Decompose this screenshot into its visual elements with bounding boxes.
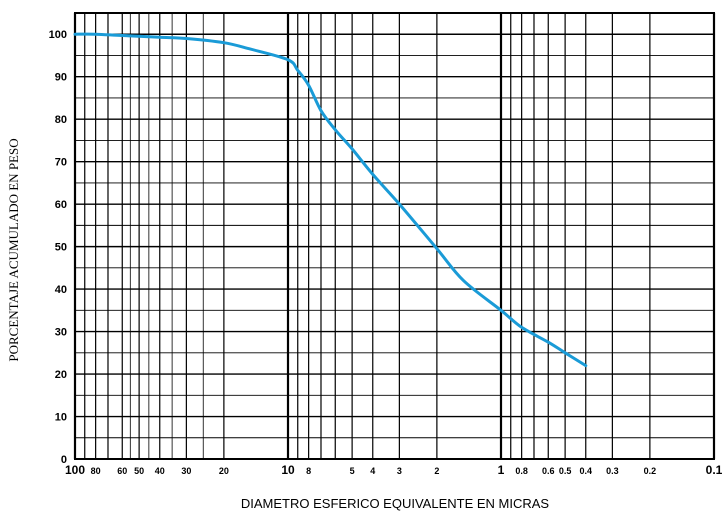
y-axis-label-container: PORCENTAJE ACUMULADO EN PESO [3,100,25,400]
x-tick-labels: 100 80 60 50 40 30 20 10 8 5 4 3 2 1 0.8 0.6 0.5 0.4 0.3 0.… [65,463,723,477]
data-point [435,247,438,250]
x-tick-label: 0.5 [559,466,572,476]
x-tick-label: 60 [117,466,127,476]
y-tick-label: 70 [55,157,67,169]
x-tick-label: 0.1 [706,463,723,477]
data-point [398,203,401,206]
data-point [319,109,322,112]
data-point [74,33,77,36]
data-point [94,33,97,36]
x-tick-label: 30 [181,466,191,476]
x-tick-label: 0.3 [606,466,619,476]
y-tick-label: 50 [55,242,67,254]
data-point [500,309,503,312]
x-tick-label: 80 [91,466,101,476]
data-point [307,84,310,87]
x-tick-label: 0.4 [580,466,593,476]
x-axis-label: DIAMETRO ESFERICO EQUIVALENTE EN MICRAS [240,496,550,511]
data-point [185,37,188,40]
x-tick-label: 4 [370,466,375,476]
x-tick-label: 0.2 [644,466,657,476]
data-point [249,48,252,51]
y-tick-label: 0 [61,454,67,466]
series-line [73,32,588,368]
data-point [121,34,124,37]
y-tick-label: 40 [55,284,67,296]
x-tick-label: 50 [134,466,144,476]
x-tick-label: 20 [219,466,229,476]
x-tick-label: 2 [434,466,439,476]
y-axis-label: PORCENTAJE ACUMULADO EN PESO [6,138,21,362]
data-point [351,147,354,150]
chart-grid [73,12,716,460]
y-tick-label: 30 [55,327,67,339]
x-tick-label: 10 [281,463,295,477]
y-tick-label: 90 [55,72,67,84]
y-tick-label: 60 [55,199,67,211]
y-tick-label: 80 [55,114,67,126]
data-point [158,36,161,39]
x-tick-label: 40 [155,466,165,476]
data-point [296,69,299,72]
x-tick-label: 100 [65,463,85,477]
data-point [287,58,290,61]
x-tick-label: 1 [498,463,505,477]
data-point [584,364,587,367]
y-tick-label: 20 [55,369,67,381]
data-point [334,128,337,131]
x-tick-label: 0.8 [515,466,528,476]
plot-frame [74,12,715,460]
data-point [520,326,523,329]
x-tick-label: 0.6 [542,466,555,476]
y-tick-labels: 0 10 20 30 40 50 60 70 80 90 100 [49,29,67,466]
x-tick-label: 8 [306,466,311,476]
x-tick-label: 5 [350,466,355,476]
x-tick-label: 3 [397,466,402,476]
data-point [371,173,374,176]
data-point [564,351,567,354]
y-tick-label: 100 [49,29,67,41]
data-point [462,279,465,282]
data-point [547,341,550,344]
y-tick-label: 10 [55,412,67,424]
data-point [222,41,225,44]
